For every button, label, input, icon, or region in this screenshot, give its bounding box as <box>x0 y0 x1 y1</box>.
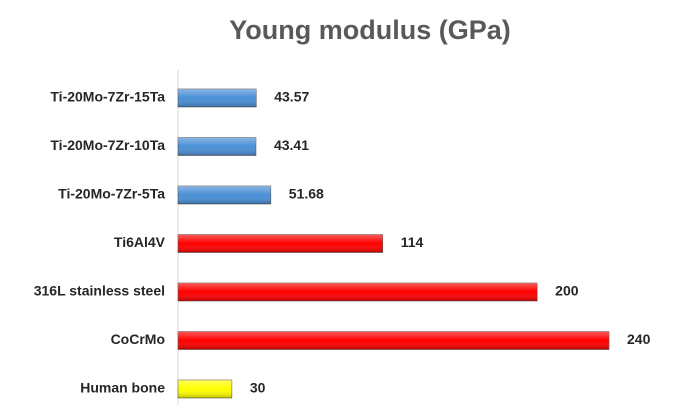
bar-shade <box>178 331 609 350</box>
bar-shade <box>178 137 256 156</box>
value-label: 43.57 <box>274 89 309 105</box>
value-label: 30 <box>250 380 266 396</box>
bar-shade <box>178 234 383 253</box>
y-tick-label: 316L stainless steel <box>34 283 165 299</box>
value-label: 51.68 <box>289 186 324 202</box>
y-tick-label: Ti-20Mo-7Zr-10Ta <box>50 137 165 153</box>
value-label: 114 <box>401 234 424 250</box>
bar-shade <box>178 283 538 301</box>
y-tick-label: Ti-20Mo-7Zr-5Ta <box>58 186 165 202</box>
value-label: 240 <box>627 331 651 347</box>
y-tick-label: Ti-20Mo-7Zr-15Ta <box>50 89 165 105</box>
y-tick-label: CoCrMo <box>111 331 165 347</box>
bar-shade <box>178 89 257 107</box>
y-tick-label: Human bone <box>80 380 165 396</box>
value-label: 200 <box>555 283 579 299</box>
bar-shade <box>178 186 271 204</box>
value-label: 43.41 <box>274 137 309 153</box>
y-tick-label: Ti6Al4V <box>114 234 166 250</box>
chart-title: Young modulus (GPa) <box>229 15 510 45</box>
bar-shade <box>178 380 232 398</box>
